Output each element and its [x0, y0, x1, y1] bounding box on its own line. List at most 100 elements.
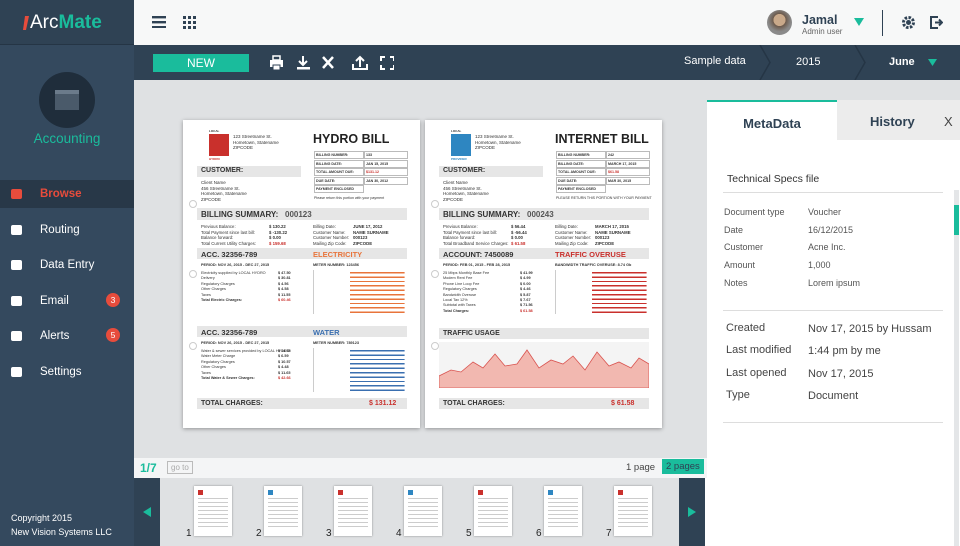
history-label: Last opened	[726, 366, 787, 379]
customer-heading: CUSTOMER:	[439, 166, 543, 177]
thumbnail[interactable]	[334, 486, 372, 536]
charge-value: $ 4.56	[278, 281, 289, 286]
thumb-lines	[478, 498, 508, 530]
summary-value: 000123	[595, 235, 610, 240]
summary-label: Previous Balance:	[201, 224, 236, 229]
punch-hole	[431, 200, 439, 208]
return-note: PLEASE RETURN THIS PORTION WITH YOUR PAY…	[556, 196, 652, 200]
field-label: Notes	[724, 277, 748, 288]
nav-item[interactable]: Routing	[0, 216, 134, 244]
thumb-logo	[198, 490, 203, 495]
thumbnail[interactable]	[194, 486, 232, 536]
summary-label: Billing Date:	[555, 224, 578, 229]
service-period: PERIOD: FEB 01, 2015 - FEB 28, 2015	[443, 263, 511, 267]
nav-item[interactable]: Settings	[0, 358, 134, 386]
summary-label: Total Payment since last bill:	[443, 229, 497, 235]
thumbnail[interactable]	[474, 486, 512, 536]
charge-label: Subtotal with Taxes	[443, 303, 476, 308]
thumbnail[interactable]	[264, 486, 302, 536]
charge-value: $ 5.87	[520, 292, 531, 297]
thumbnail[interactable]	[404, 486, 442, 536]
metadata-panel: MetaData History X Technical Specs file …	[707, 80, 960, 546]
scrollbar[interactable]	[954, 190, 959, 546]
breadcrumb[interactable]: Sample data	[684, 55, 746, 67]
charge-value: $ 10.57	[278, 359, 291, 364]
summary-label: Customer Number:	[555, 235, 592, 240]
close-button[interactable]: X	[944, 114, 953, 129]
summary-value: $ 56.44	[511, 224, 526, 229]
apps-icon[interactable]	[183, 16, 196, 29]
avatar[interactable]	[767, 10, 792, 35]
bill-field-value: MARCH 17, 2015	[606, 159, 650, 168]
total-amount: $ 61.58	[611, 399, 635, 407]
menu-icon[interactable]	[152, 16, 166, 28]
bill-field-label: BILLING NUMBER:	[314, 151, 364, 159]
breadcrumb[interactable]: June	[889, 56, 915, 68]
page-indicator: 1/7	[140, 461, 157, 475]
charge-label: Total Electric Charges:	[201, 298, 243, 302]
document-page: LOCAL PROVIDER 123 Streetname St. Hometown,…	[425, 120, 662, 428]
thumbnail[interactable]	[544, 486, 582, 536]
nav-label: Data Entry	[40, 259, 95, 271]
charge-value: $ 11.55	[278, 292, 291, 297]
document-page: LOCAL HYDRO 123 Streetname St. Hometown, St…	[183, 120, 420, 428]
account-number: ACC. 32356-789	[201, 327, 258, 337]
view-option-active[interactable]: 2 pages	[662, 459, 704, 474]
bill-field-value: $61.58	[606, 168, 650, 176]
separator	[723, 310, 943, 311]
thumbnail[interactable]	[614, 486, 652, 536]
tab-active[interactable]: MetaData	[707, 100, 837, 140]
summary-label: Customer Name:	[313, 229, 346, 235]
next-button[interactable]	[679, 478, 705, 546]
section-bar	[439, 248, 649, 259]
logo[interactable]: ArcMate	[0, 0, 134, 45]
month-dropdown[interactable]	[928, 59, 937, 66]
new-button[interactable]: NEW	[153, 54, 249, 72]
scroll-thumb[interactable]	[954, 205, 959, 235]
charge-label: Regulatory Charges	[201, 281, 235, 286]
summary-label: Customer Name:	[555, 229, 588, 235]
nav-item[interactable]: Browse	[0, 180, 134, 208]
charge-value: $ 4.58	[278, 287, 289, 292]
service-meter: METER NUMBER: 123456	[313, 263, 359, 267]
bill-field-label: BILLING DATE:	[314, 159, 364, 168]
goto-input[interactable]: go to	[167, 461, 193, 474]
punch-hole	[431, 342, 439, 350]
summary-label: Mailing Zip Code:	[313, 240, 347, 246]
prev-button[interactable]	[134, 478, 160, 546]
field-label: Date	[724, 224, 744, 235]
charge-value: $ 6.59	[278, 354, 289, 359]
bill-field-label: BILLING DATE:	[556, 159, 606, 168]
nav-item[interactable]: Data Entry	[0, 251, 134, 279]
logo-bottom: PROVIDER	[451, 157, 467, 161]
bill-address: Hometown, Statename	[475, 139, 521, 145]
logo-part2: Mate	[58, 12, 102, 33]
nav-icon	[11, 189, 22, 199]
summary-label: Balance forward:	[201, 235, 234, 240]
bill-field-label: DUE DATE:	[556, 176, 606, 185]
usage-table	[313, 348, 405, 392]
charge-label: Total Water & Sewer Charges:	[201, 376, 255, 380]
view-option[interactable]: 1 page	[626, 462, 656, 473]
charge-label: Regulatory Charges	[201, 359, 235, 364]
history-label: Last modified	[726, 344, 792, 357]
payment-enclosed: PAYMENT ENCLOSED	[314, 185, 364, 193]
copyright: Copyright 2015	[11, 513, 73, 523]
field-label: Document type	[724, 207, 785, 217]
bill-field-label: TOTAL AMOUNT DUE:	[314, 168, 364, 176]
bill-address: 123 Streetname St.	[475, 134, 514, 139]
toolbar-icons[interactable]	[268, 55, 394, 71]
thumb-number: 1	[186, 528, 192, 539]
toolbar: NEW Sample data 2015 June	[134, 45, 960, 80]
charge-value: $ 71.56	[520, 303, 533, 308]
tab[interactable]: History	[837, 100, 960, 140]
settings-icon[interactable]	[902, 16, 915, 29]
bill-field-value: JAN 30, 2012	[364, 176, 408, 185]
separator	[723, 192, 943, 193]
nav-item[interactable]: Alerts 5	[0, 322, 134, 350]
logout-icon[interactable]	[930, 16, 943, 29]
breadcrumb[interactable]: 2015	[796, 56, 821, 68]
nav-item[interactable]: Email 3	[0, 287, 134, 315]
user-dropdown[interactable]	[854, 18, 864, 26]
user-role: Admin user	[802, 27, 843, 36]
